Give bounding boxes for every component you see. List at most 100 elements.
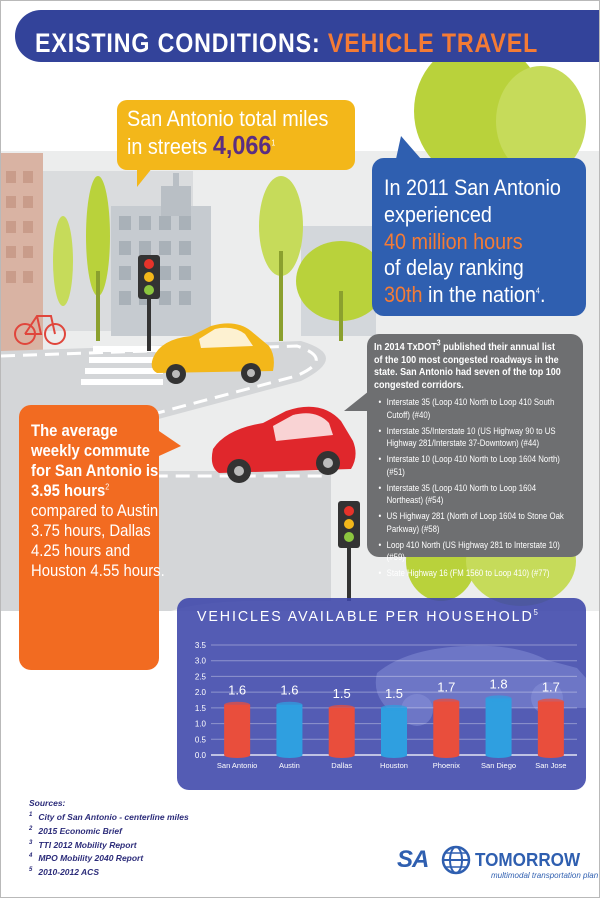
corridors-ref: 3 [436, 338, 441, 348]
delay-line-1: In 2011 San Antonio [384, 175, 561, 200]
delay-rank-rest: in the nation [422, 282, 536, 307]
y-tick-label: 2.5 [195, 672, 207, 681]
commute-rest: compared to Austin 3.75 hours, Dallas 4.… [31, 502, 165, 580]
logo-sa: SA [397, 846, 429, 873]
vehicles-bar-chart: 0.0 0.5 1.0 1.5 2.0 2.5 3.0 3.5 1.6 San Antonio 1.… [195, 641, 577, 770]
bar-base [224, 752, 251, 758]
miles-value: 4,066 [212, 130, 272, 160]
chart-bar [485, 698, 512, 755]
title-part-1: EXISTING CONDITIONS: [35, 28, 328, 58]
commute-ref: 2 [105, 482, 110, 492]
bar-base [381, 752, 407, 758]
source-item: 5 2010-2012 ACS [29, 867, 99, 878]
vehicles-chart-panel: VEHICLES AVAILABLE PER HOUSEHOLD5 0.0 0.5… [177, 598, 586, 790]
bar-base [328, 752, 355, 758]
y-tick-label: 2.0 [195, 688, 207, 697]
corridor-item: Loop 410 North (US Highway 281 to Inters… [367, 540, 564, 565]
traffic-light [138, 255, 160, 351]
corridors-callout: In 2014 TxDOT3 published their annual li… [367, 334, 583, 580]
delay-rank: 30th [384, 282, 423, 307]
miles-prefix: in streets [127, 134, 213, 159]
miles-line-1: San Antonio total miles [127, 106, 329, 131]
chart-bar [276, 704, 303, 755]
chart-bar [224, 704, 251, 755]
y-tick-label: 3.0 [195, 657, 207, 666]
delay-line-5: 30th in the nation4. [384, 282, 545, 307]
bar-value-label: 1.6 [228, 683, 246, 698]
bar-top [537, 698, 564, 705]
x-tick-label: Houston [380, 761, 408, 770]
logo-name: TOMORROW [475, 850, 581, 870]
x-tick-label: Austin [279, 761, 300, 770]
source-item: 2 2015 Economic Brief [29, 825, 122, 836]
bicycle [14, 315, 66, 345]
y-tick-label: 0.0 [195, 751, 207, 760]
sources-block: Sources: 1 City of San Antonio - centerli… [29, 797, 189, 878]
y-tick-label: 1.5 [195, 704, 207, 713]
red-car [211, 406, 356, 483]
chart-bar [381, 707, 407, 755]
bar-top [328, 704, 355, 711]
chart-bar [433, 701, 460, 755]
delay-line-3: 40 million hours [384, 229, 523, 254]
logo-tagline: multimodal transportation plan [491, 871, 599, 880]
delay-line-2: experienced [384, 202, 492, 227]
bar-base [433, 752, 460, 758]
commute-text: The average weekly commute for San Anton… [31, 421, 166, 581]
bar-value-label: 1.5 [333, 686, 351, 701]
corridors-intro: In 2014 TxDOT3 published their annual li… [374, 338, 563, 391]
y-tick-label: 0.5 [195, 735, 207, 744]
x-tick-label: Dallas [331, 761, 352, 770]
bar-value-label: 1.5 [385, 686, 403, 701]
chart-title: VEHICLES AVAILABLE PER HOUSEHOLD5 [197, 608, 540, 625]
corridors-intro-a: In 2014 TxDOT [374, 341, 437, 353]
corridors-intro-b: published their annual list of the 100 m… [374, 341, 561, 391]
y-tick-label: 1.0 [195, 720, 207, 729]
bar-value-label: 1.6 [280, 683, 298, 698]
chart-title-ref: 5 [533, 608, 540, 617]
traffic-light [338, 501, 360, 601]
corridor-item: Interstate 35 (Loop 410 North to Loop 41… [367, 397, 564, 422]
header-bar [15, 10, 599, 62]
corridor-item: Interstate 35 (Loop 410 North to Loop 16… [367, 483, 564, 508]
corridor-item: State Highway 16 (FM 1560 to Loop 410) (… [367, 568, 564, 581]
tree [86, 176, 110, 296]
bar-top [224, 701, 251, 708]
title-part-2: VEHICLE TRAVEL [327, 28, 539, 58]
source-item: 1 City of San Antonio - centerline miles [29, 811, 189, 822]
delay-period: . [539, 282, 546, 307]
bar-value-label: 1.7 [542, 680, 560, 695]
x-tick-label: San Jose [535, 761, 566, 770]
source-item: 3 TTI 2012 Mobility Report [29, 839, 137, 850]
yellow-car [151, 323, 274, 384]
y-tick-label: 3.5 [195, 641, 207, 650]
x-tick-label: Phoenix [433, 761, 460, 770]
bar-top [485, 695, 512, 702]
corridor-item: Interstate 35/Interstate 10 (US Highway … [367, 426, 564, 451]
corridor-item: Interstate 10 (Loop 410 North to Loop 16… [367, 454, 564, 479]
bar-base [276, 752, 303, 758]
sources-title: Sources: [29, 798, 66, 808]
delay-line-4: of delay ranking [384, 255, 524, 280]
bar-top [433, 698, 460, 705]
chart-bar [328, 707, 355, 755]
bar-value-label: 1.7 [437, 680, 455, 695]
tree [259, 176, 303, 276]
miles-ref: 1 [271, 138, 276, 148]
x-tick-label: San Diego [481, 761, 516, 770]
miles-line-2: in streets 4,0661 [127, 132, 275, 160]
page-title: EXISTING CONDITIONS: VEHICLE TRAVEL [35, 28, 538, 58]
bar-base [537, 752, 564, 758]
bar-top [276, 701, 303, 708]
corridor-item: US Highway 281 (North of Loop 1604 to St… [367, 511, 563, 536]
bar-base [485, 752, 512, 758]
commute-bold: The average weekly commute for San Anton… [31, 422, 159, 500]
corridors-list: Interstate 35 (Loop 410 North to Loop 41… [367, 397, 564, 584]
commute-callout: The average weekly commute for San Anton… [19, 405, 165, 670]
sa-tomorrow-logo: SA TOMORROW multimodal transportation pl… [397, 844, 598, 884]
bar-value-label: 1.8 [490, 676, 508, 691]
x-tick-label: San Antonio [217, 761, 257, 770]
globe-icon [441, 845, 471, 875]
chart-bar [537, 701, 564, 755]
